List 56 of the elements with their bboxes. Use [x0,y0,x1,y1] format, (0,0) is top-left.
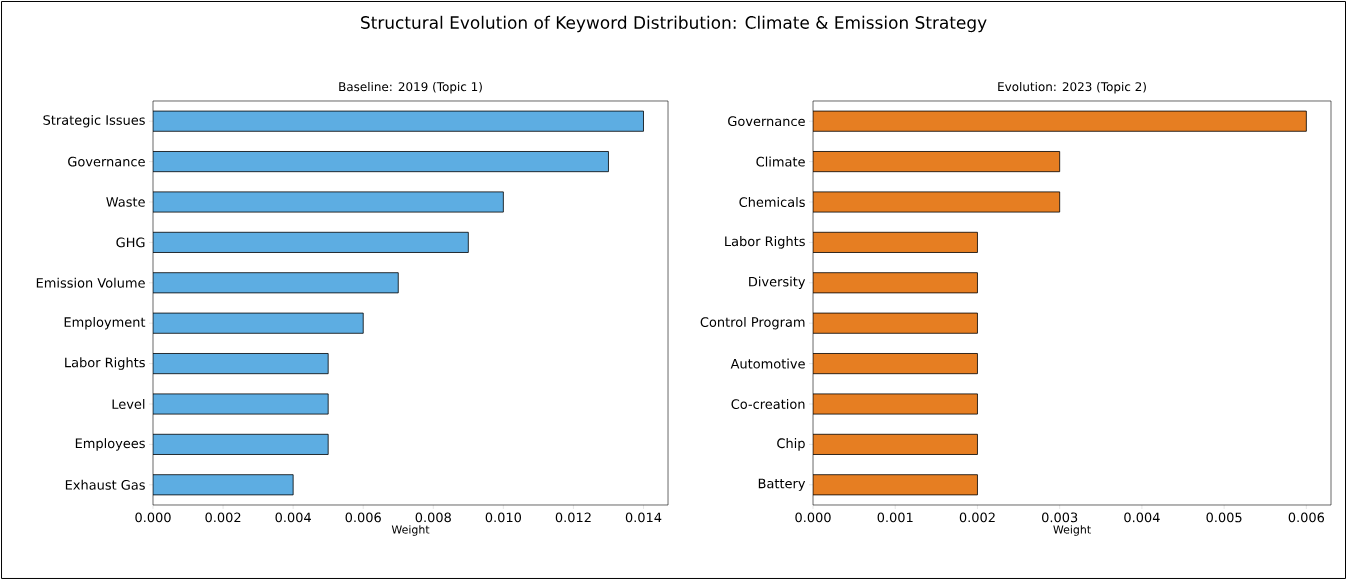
y-tick-label: GHG [116,237,145,248]
x-tick-label: 0.000 [795,512,831,523]
y-tick-label: Governance [68,156,145,167]
y-tick-label: Chemicals [739,196,805,207]
y-tick-label: Climate [756,156,805,167]
y-tick-label: Automotive [730,358,805,369]
y-tick-label: Employees [75,438,145,451]
text: Structural Evolution of Keyword Distribution: Climate & Emission Strategy [361,15,987,33]
x-tick-label: 0.003 [1042,512,1078,523]
y-tick-label: Labor Rights [725,236,805,249]
bar [153,474,294,496]
x-tick-label: 0.004 [275,512,311,523]
y-tick-label: Co-creation [731,398,805,410]
y-tick-label: Employment [64,316,146,330]
bar [813,272,978,294]
chart-title: Baseline: 2019 (Topic 1) [339,81,482,94]
y-tick-label: Control Program [700,316,805,330]
bar [153,433,329,455]
bar [813,312,978,334]
x-tick-label: 0.002 [205,512,241,523]
y-tick-label: Emission Volume [36,277,145,288]
y-tick-label: Labor Rights [65,357,145,370]
y-tick-label: Level [112,398,145,410]
y-tick-label: Governance [728,116,805,127]
y-tick-label: Battery [758,478,806,491]
y-tick-label: Chip [777,438,805,451]
x-tick-label: 0.010 [485,512,522,523]
bar [813,110,1307,132]
x-tick-label: 0.006 [1288,512,1325,523]
bar [153,110,644,132]
x-axis-title: Weight [391,525,430,536]
x-tick-label: 0.014 [625,512,662,523]
x-tick-label: 0.000 [135,512,171,523]
chart-title: Evolution: 2023 (Topic 2) [998,81,1146,94]
bar [813,151,1061,173]
x-tick-label: 0.005 [1206,512,1242,523]
x-tick-label: 0.004 [1124,512,1160,523]
bar [153,151,609,173]
bar [153,272,399,294]
x-tick-label: 0.012 [555,512,591,523]
x-axis-title: Weight [1053,525,1091,536]
y-tick-label: Strategic Issues [43,114,145,128]
x-tick-label: 0.006 [345,512,381,523]
bar [813,231,978,253]
bar [813,474,978,496]
x-tick-label: 0.002 [959,512,995,523]
y-tick-label: Waste [106,197,145,207]
bar [153,231,469,253]
y-tick-label: Diversity [749,276,806,290]
x-tick-label: 0.001 [877,512,913,523]
bar [153,353,329,375]
y-tick-label: Exhaust Gas [65,479,145,490]
x-tick-label: 0.008 [415,512,451,523]
bar [813,433,978,455]
bar [813,353,978,375]
bar [153,312,364,334]
